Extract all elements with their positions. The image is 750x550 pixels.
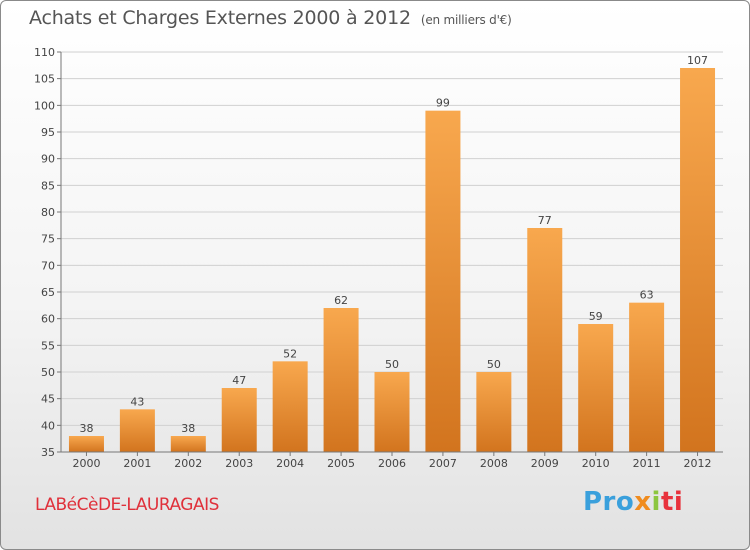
bar-value-labels: 38 43 38 47 52 62 50 99 50 77 59 63 107 [79,54,708,435]
x-axis-tick-labels: 2000 2001 2002 2003 2004 2005 2006 2007 2008 2009… [72,452,712,470]
y-tick-label: 35 [41,446,55,459]
chart-title: Achats et Charges Externes 2000 à 2012 (e… [29,7,512,29]
axes [60,52,723,453]
y-tick-label: 70 [41,259,55,272]
x-tick-label: 2012 [684,457,712,470]
bar-value-label: 50 [385,358,399,371]
y-tick-label: 105 [34,73,55,86]
bar-value-label: 38 [181,422,195,435]
y-tick-label: 85 [41,179,55,192]
y-tick-label: 50 [41,366,55,379]
bar-value-label: 99 [436,97,450,110]
y-tick-label: 90 [41,153,55,166]
bar-value-label: 38 [79,422,93,435]
bar [221,388,257,452]
bar [170,436,206,452]
y-tick-label: 110 [34,46,55,59]
bar-value-label: 107 [687,54,708,67]
bar-value-label: 59 [589,310,603,323]
x-tick-label: 2009 [531,457,559,470]
x-tick-label: 2000 [72,457,100,470]
bar-value-label: 43 [130,395,144,408]
chart-title-text: Achats et Charges Externes 2000 à 2012 [29,7,411,29]
y-tick-label: 45 [41,393,55,406]
x-tick-label: 2003 [225,457,253,470]
logo-part: ti [660,487,684,517]
bar [425,110,461,453]
x-tick-label: 2006 [378,457,406,470]
x-tick-label: 2011 [633,457,661,470]
bar-value-label: 77 [538,214,552,227]
bar [323,308,359,452]
bar-value-label: 63 [640,289,654,302]
y-tick-label: 65 [41,286,55,299]
bar [68,436,104,452]
logo-part: Pro [583,487,635,517]
bar-value-label: 52 [283,347,297,360]
x-tick-label: 2005 [327,457,355,470]
y-tick-label: 80 [41,206,55,219]
y-tick-label: 95 [41,126,55,139]
chart-subtitle: (en milliers d'€) [420,13,512,27]
bar-value-label: 47 [232,374,246,387]
x-tick-label: 2007 [429,457,457,470]
bar [374,372,410,452]
bar [272,361,308,452]
bar [527,228,563,452]
y-tick-label: 55 [41,339,55,352]
bar-value-label: 62 [334,294,348,307]
locality-name: LABéCèDE-LAURAGAIS [35,495,219,515]
y-axis-tick-labels: 35 40 45 50 55 60 65 70 75 80 85 90 95 100 105 110 [34,46,61,459]
bar [119,409,155,452]
bar-value-label: 50 [487,358,501,371]
x-tick-label: 2001 [123,457,151,470]
logo-part: i [651,487,661,517]
bar [629,302,665,452]
y-tick-label: 40 [41,419,55,432]
x-tick-label: 2010 [582,457,610,470]
bar [578,324,614,452]
proxiti-logo: Proxiti [583,487,683,517]
bar [680,68,716,452]
y-tick-label: 75 [41,233,55,246]
y-tick-label: 60 [41,313,55,326]
x-tick-label: 2008 [480,457,508,470]
x-tick-label: 2002 [174,457,202,470]
bars [68,68,716,453]
y-tick-label: 100 [34,99,55,112]
x-tick-label: 2004 [276,457,304,470]
logo-part: x [634,487,652,517]
bar [476,372,512,452]
